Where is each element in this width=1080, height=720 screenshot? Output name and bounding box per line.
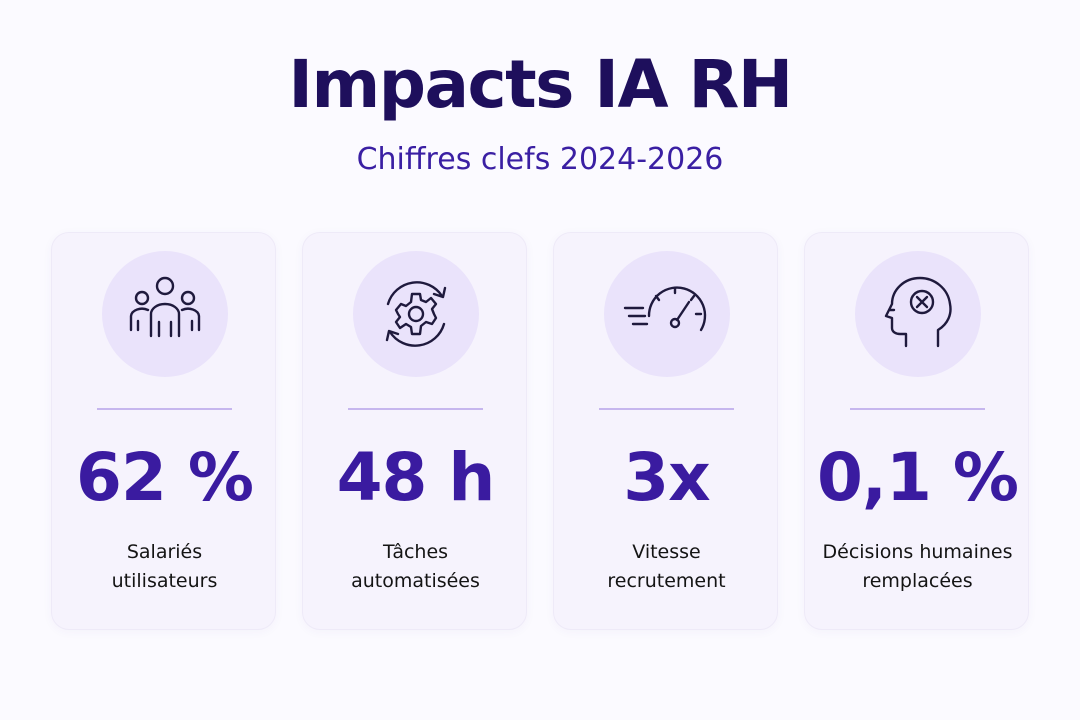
stat-label: Tâches automatisées: [303, 538, 528, 596]
icon-badge: [604, 251, 730, 377]
stat-value: 3x: [623, 439, 711, 516]
stat-label-line-1: Tâches: [382, 541, 449, 563]
gear-cycle-icon: [385, 281, 447, 347]
icon-badge: [102, 251, 228, 377]
icon-badge: [353, 251, 479, 377]
stat-card-human-decisions: 0,1 % Décisions humaines remplacées: [804, 232, 1029, 630]
stat-label-line-1: Vitesse: [632, 541, 701, 563]
stat-value: 48 h: [336, 439, 496, 516]
stat-label: Salariés utilisateurs: [52, 538, 277, 596]
stat-label: Décisions humaines remplacées: [805, 538, 1030, 596]
card-divider: [599, 408, 734, 410]
page-title: Impacts IA RH: [288, 46, 793, 123]
speedometer-icon: [623, 286, 707, 332]
stat-card-automation: 48 h Tâches automatisées: [302, 232, 527, 630]
stat-label: Vitesse recrutement: [554, 538, 779, 596]
icon-badge: [855, 251, 981, 377]
stat-card-users: 62 % Salariés utilisateurs: [51, 232, 276, 630]
stat-label-line-2: remplacées: [862, 570, 973, 592]
stat-label-line-2: utilisateurs: [111, 570, 218, 592]
stat-card-recruitment-speed: 3x Vitesse recrutement: [553, 232, 778, 630]
stat-label-line-2: automatisées: [351, 570, 480, 592]
head-cross-icon: [884, 276, 952, 348]
stat-value: 62 %: [76, 439, 254, 516]
stat-label-line-1: Salariés: [126, 541, 203, 563]
stat-label-line-1: Décisions humaines: [822, 541, 1013, 563]
page-subtitle: Chiffres clefs 2024-2026: [356, 142, 724, 177]
card-divider: [348, 408, 483, 410]
stat-value: 0,1 %: [816, 439, 1019, 516]
card-divider: [97, 408, 232, 410]
card-divider: [850, 408, 985, 410]
people-group-icon: [129, 276, 201, 338]
stat-label-line-2: recrutement: [607, 570, 726, 592]
